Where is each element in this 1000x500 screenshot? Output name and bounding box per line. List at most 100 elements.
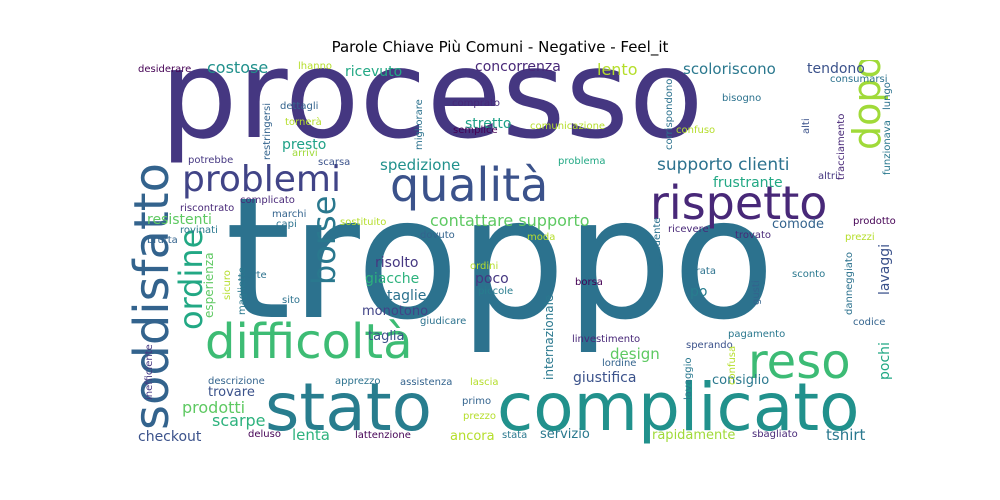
cloud-word: lattenzione — [355, 430, 411, 441]
chart-title: Parole Chiave Più Comuni - Negative - Fe… — [331, 38, 669, 56]
cloud-word: complicato — [497, 369, 860, 446]
cloud-word: scarpe — [212, 411, 266, 430]
cloud-word: marchi — [272, 209, 307, 220]
cloud-word: esperienza — [202, 252, 216, 318]
cloud-word: deluso — [248, 429, 281, 440]
cloud-word: linvestimento — [572, 334, 641, 345]
cloud-word: lascia — [470, 377, 499, 388]
cloud-word: lenta — [292, 426, 330, 444]
cloud-word: lavaggio — [683, 357, 694, 400]
cloud-word: pochi — [877, 342, 893, 380]
cloud-word: scoloriscono — [683, 60, 776, 78]
cloud-word: resistenti — [147, 212, 212, 228]
cloud-word: sito — [282, 295, 301, 306]
cloud-word: assistenza — [400, 377, 453, 388]
cloud-word: lavaggi — [877, 244, 893, 295]
cloud-word: frustrante — [713, 175, 783, 191]
cloud-word: ricevuto — [345, 64, 403, 80]
cloud-word: ricevere — [668, 224, 709, 235]
cloud-word: stato — [265, 369, 432, 446]
cloud-word: complicato — [240, 195, 295, 206]
cloud-word: scarsa — [318, 157, 351, 168]
cloud-word: giudicare — [420, 316, 467, 327]
cloud-word: primo — [462, 396, 492, 407]
cloud-word: confusa — [727, 345, 738, 385]
cloud-word: riscontrato — [180, 203, 235, 214]
cloud-word: potrebbe — [188, 155, 234, 166]
cloud-word: spedizione — [380, 156, 461, 174]
cloud-word: borsa — [575, 277, 603, 288]
cloud-word: reso — [748, 334, 851, 390]
cloud-word: sperando — [686, 340, 733, 351]
cloud-word: pagamento — [728, 329, 786, 340]
cloud-word: costose — [207, 60, 269, 77]
cloud-word: rapidamente — [652, 428, 736, 443]
cloud-word: desiderare — [138, 64, 192, 75]
cloud-word: giacche — [365, 271, 420, 287]
cloud-word: risolto — [375, 255, 419, 271]
cloud-word: magliette — [237, 267, 248, 315]
cloud-word: comprato — [452, 98, 500, 109]
cloud-word: taglia — [368, 329, 405, 344]
cloud-word: consiglio — [712, 373, 770, 388]
cloud-word: moda — [527, 232, 556, 243]
cloud-word: presto — [282, 137, 327, 153]
cloud-word: sbagliato — [752, 429, 798, 440]
cloud-word: poco — [475, 271, 509, 287]
cloud-word: borse — [305, 195, 343, 285]
cloud-word: restringersi — [262, 102, 273, 160]
cloud-word: prodotti — [182, 398, 246, 417]
cloud-word: bisogno — [722, 93, 762, 104]
cloud-word: apprezzo — [335, 376, 381, 387]
cloud-word: lordine — [602, 358, 637, 369]
cloud-word: altri — [818, 171, 838, 182]
cloud-word: internazionale — [542, 294, 556, 380]
cloud-word: alti — [801, 118, 812, 134]
cloud-word: design — [610, 345, 660, 363]
cloud-word: concorrenza — [475, 60, 561, 75]
cloud-word: parte — [240, 270, 267, 281]
cloud-word: prezzo — [463, 411, 497, 422]
cloud-word: tracciamento — [836, 113, 847, 180]
cloud-word: prodotto — [853, 216, 896, 227]
cloud-word: problemi — [182, 159, 341, 200]
cloud-word: confuso — [676, 125, 716, 136]
cloud-word: lento — [597, 60, 638, 79]
cloud-word: ordini — [470, 261, 499, 272]
cloud-word: piccole — [478, 286, 514, 297]
cloud-word: comunicazione — [530, 121, 606, 132]
cloud-word: sicuro — [222, 270, 233, 300]
cloud-word: danneggiato — [844, 252, 855, 315]
cloud-word: sconto — [792, 269, 826, 280]
cloud-word: inefficiente — [144, 344, 155, 400]
cloud-word: checkout — [138, 429, 202, 445]
cloud-word: comode — [772, 217, 824, 232]
cloud-word: consumarsi — [830, 74, 888, 85]
cloud-word: durata — [683, 266, 716, 277]
cloud-word: difficoltà — [205, 314, 413, 370]
cloud-word: supporto clienti — [657, 155, 790, 175]
cloud-word: prezzi — [845, 232, 875, 243]
cloud-word: contattare supporto — [430, 211, 590, 230]
cloud-word: sostituito — [340, 217, 387, 228]
cloud-word: problema — [558, 156, 606, 167]
cloud-word: migliorare — [414, 99, 425, 150]
cloud-word: lhanno — [298, 61, 333, 72]
cloud-word: trovare — [208, 385, 255, 400]
cloud-word: qualità — [390, 158, 549, 212]
cloud-word: stretto — [465, 116, 512, 132]
cloud-word: trovato — [735, 230, 772, 241]
cloud-word: stata — [502, 430, 528, 441]
cloud-word: lungo — [882, 82, 893, 110]
cloud-word: arrivi — [292, 148, 318, 159]
cloud-word: capi — [276, 219, 297, 230]
cloud-word: ancora — [450, 429, 495, 444]
cloud-word: descrizione — [208, 376, 265, 387]
cloud-word: tendono — [807, 61, 865, 77]
cloud-word: gusti — [751, 280, 762, 305]
word-cloud: processo troppo stato complicato soddisfatto… — [125, 60, 900, 448]
cloud-word: tshirt — [826, 426, 866, 444]
cloud-word: giustifica — [573, 370, 637, 386]
cloud-word: troppo — [225, 161, 776, 357]
cloud-word: servizio — [540, 427, 590, 442]
